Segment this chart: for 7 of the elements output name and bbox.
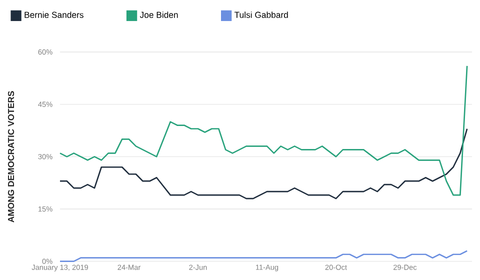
line-series <box>59 128 468 200</box>
legend-label: Tulsi Gabbard <box>234 12 288 18</box>
legend-label: Bernie Sanders <box>24 12 84 18</box>
y-axis-title: AMONG DEMOCRATIC VOTERS <box>8 91 14 222</box>
line-series <box>59 250 468 262</box>
line-series <box>59 65 468 196</box>
legend-label: Joe Biden <box>140 12 178 18</box>
